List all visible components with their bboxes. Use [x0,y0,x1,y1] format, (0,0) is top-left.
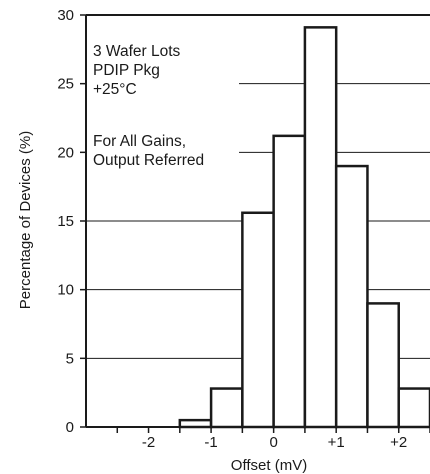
histogram-bar [178,418,213,429]
annotation-box: 3 Wafer Lots PDIP Pkg +25°C For All Gains, O… [87,16,239,191]
histogram-bar [241,211,275,429]
x-tick-label: -2 [142,434,155,451]
annotation-line: Output Referred [93,152,204,169]
x-tick-label: -1 [204,434,217,451]
y-axis-title: Percentage of Devices (%) [17,131,34,309]
x-tick-label: +2 [390,434,407,451]
y-tick-label: 20 [57,144,74,161]
x-tick-label: 0 [269,434,277,451]
histogram-bar [303,26,338,429]
histogram-bar [209,387,244,429]
histogram-bar [397,387,430,429]
y-tick-label: 30 [57,7,74,24]
y-tick-label: 10 [57,282,74,299]
histogram-bar [366,302,400,429]
annotation-line: PDIP Pkg [93,62,160,79]
histogram-bar [334,164,369,429]
x-axis-title: Offset (mV) [231,457,307,474]
annotation-line: For All Gains, [93,133,186,150]
y-tick-label: 15 [57,213,74,230]
y-tick-label: 0 [66,419,74,436]
y-tick-label: 25 [57,76,74,93]
annotation-line: 3 Wafer Lots [93,43,181,60]
histogram-bar [272,134,307,429]
y-tick-label: 5 [66,350,74,367]
annotation-background [87,16,239,191]
annotation-line: +25°C [93,81,137,98]
tick-labels: 0 5 10 15 20 25 30 -2 -1 0 +1 +2 [57,7,430,451]
histogram-bars [178,26,430,429]
x-tick-label: +1 [328,434,345,451]
